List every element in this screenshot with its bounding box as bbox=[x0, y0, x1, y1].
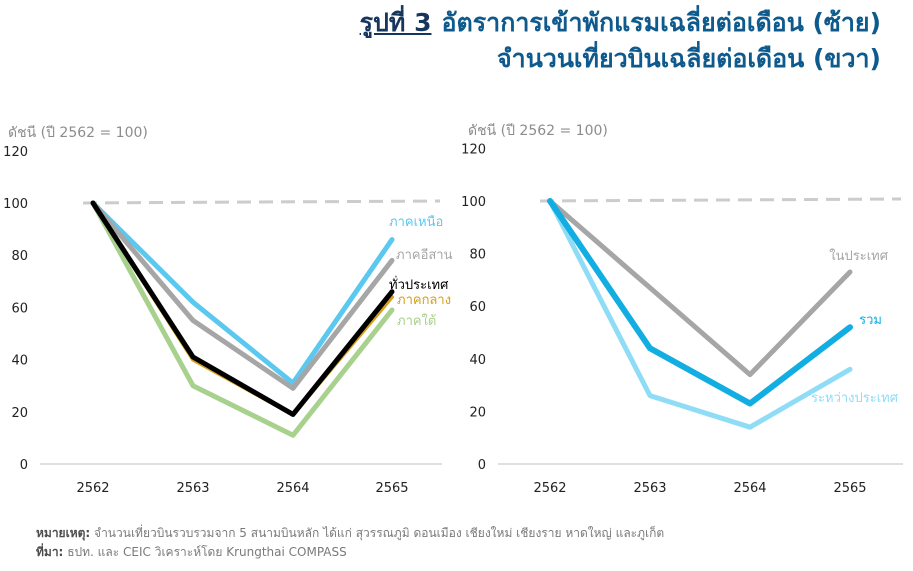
right-series-label: ระหว่างประเทศ bbox=[811, 391, 899, 406]
right-y-tick-label: 120 bbox=[461, 142, 486, 157]
left-x-tick-label: 2565 bbox=[375, 481, 408, 496]
right-y-tick-label: 60 bbox=[469, 300, 486, 315]
left-series-line bbox=[90, 200, 395, 386]
left-y-tick-label: 40 bbox=[11, 354, 28, 369]
left-y-tick-label: 80 bbox=[11, 249, 28, 264]
right-series-line bbox=[547, 198, 853, 378]
left-x-tick-label: 2563 bbox=[176, 481, 209, 496]
left-y-tick-label: 100 bbox=[3, 197, 28, 212]
left-series-label: ภาคเหนือ bbox=[389, 214, 443, 230]
footnote-text: จำนวนเที่ยวบินรวบรวมจาก 5 สนามบินหลัก ได… bbox=[94, 526, 665, 540]
left-x-tick-label: 2562 bbox=[76, 481, 109, 496]
right-y-tick-label: 100 bbox=[461, 195, 486, 210]
figure-title-right: จำนวนเที่ยวบินเฉลี่ยต่อเดือน (ขวา) bbox=[497, 44, 881, 73]
right-reference-line-100 bbox=[539, 197, 902, 203]
footnote-label: หมายเหตุ: bbox=[36, 526, 91, 540]
left-series-label: ทั่วประเทศ bbox=[389, 276, 449, 293]
figure-title-left: อัตราการเข้าพักแรมเฉลี่ยต่อเดือน (ซ้าย) bbox=[441, 8, 881, 37]
left-y-tick-label: 20 bbox=[11, 406, 28, 421]
figure-number: รูปที่ 3 bbox=[359, 8, 432, 37]
left-series-line bbox=[90, 200, 395, 391]
left-y-tick-label: 0 bbox=[20, 458, 28, 473]
left-y-tick-label: 60 bbox=[11, 301, 28, 316]
right-x-tick-label: 2565 bbox=[833, 481, 866, 496]
left-series-label: ภาคอีสาน bbox=[396, 247, 453, 263]
right-y-axis-title: ดัชนี (ปี 2562 = 100) bbox=[468, 123, 608, 139]
right-series-label: ในประเทศ bbox=[829, 248, 888, 264]
left-series-line bbox=[90, 200, 395, 438]
right-x-tick-label: 2562 bbox=[533, 481, 566, 496]
right-y-tick-label: 80 bbox=[469, 248, 486, 263]
right-y-tick-label: 40 bbox=[469, 353, 486, 368]
source-label: ที่มา: bbox=[36, 545, 64, 559]
source-note: ที่มา: ธปท. และ CEIC วิเคราะห์โดย Krungt… bbox=[36, 543, 347, 562]
figure-title-line-1: รูปที่ 3 อัตราการเข้าพักแรมเฉลี่ยต่อเดือน… bbox=[360, 10, 881, 35]
left-reference-line-100 bbox=[82, 199, 441, 205]
left-y-axis-title: ดัชนี (ปี 2562 = 100) bbox=[8, 125, 148, 141]
left-series-label: ภาคใต้ bbox=[397, 313, 436, 329]
left-series-line bbox=[90, 200, 395, 417]
left-x-tick-label: 2564 bbox=[276, 481, 309, 496]
left-y-tick-label: 120 bbox=[3, 145, 28, 160]
footnote: หมายเหตุ: จำนวนเที่ยวบินรวบรวมจาก 5 สนาม… bbox=[36, 524, 664, 543]
right-y-tick-label: 20 bbox=[469, 405, 486, 420]
right-y-tick-label: 0 bbox=[478, 458, 486, 473]
right-series-line bbox=[547, 198, 853, 407]
right-x-tick-label: 2563 bbox=[633, 481, 666, 496]
right-series-label: รวม bbox=[859, 313, 882, 328]
source-text: ธปท. และ CEIC วิเคราะห์โดย Krungthai COM… bbox=[67, 545, 347, 559]
right-series-line bbox=[547, 198, 853, 430]
left-series-label: ภาคกลาง bbox=[397, 293, 451, 308]
right-x-tick-label: 2564 bbox=[733, 481, 766, 496]
